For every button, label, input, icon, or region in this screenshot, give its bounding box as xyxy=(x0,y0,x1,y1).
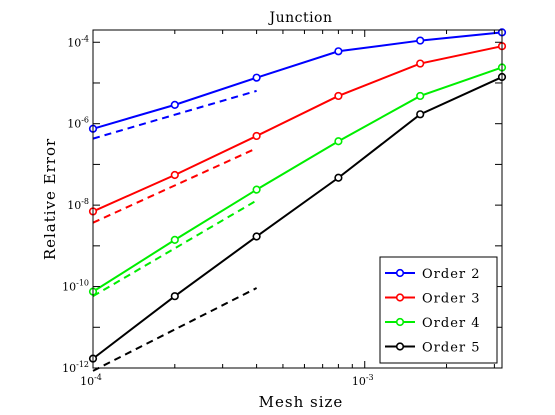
legend-label: Order 5 xyxy=(422,341,481,356)
axis-ticks xyxy=(92,30,502,369)
legend-label: Order 4 xyxy=(422,316,481,331)
y-tick-label: 10-4 xyxy=(67,34,89,49)
data-point xyxy=(170,100,179,109)
data-point xyxy=(252,185,261,194)
data-point xyxy=(334,91,343,101)
data-point xyxy=(170,292,179,301)
series-line xyxy=(92,31,503,130)
data-point xyxy=(416,59,425,68)
plot-frame xyxy=(92,29,503,369)
series-4 xyxy=(88,72,507,372)
legend-marker xyxy=(395,293,405,302)
series-1 xyxy=(88,28,507,140)
legend-marker xyxy=(395,342,405,351)
legend: Order 2 Order 3 Order 4 Order 5 xyxy=(379,256,498,364)
data-point xyxy=(334,47,343,56)
legend-label: Order 3 xyxy=(422,292,481,307)
reference-slope-line xyxy=(92,89,257,140)
data-point xyxy=(252,131,261,141)
data-point xyxy=(170,235,179,244)
series-line xyxy=(92,45,503,213)
data-point xyxy=(252,73,261,82)
x-tick-label: 10-3 xyxy=(352,373,374,388)
x-tick-label: 10-4 xyxy=(80,373,102,388)
legend-item: Order 2 xyxy=(385,267,481,282)
legend-item: Order 4 xyxy=(385,316,481,331)
legend-item: Order 5 xyxy=(385,341,481,356)
data-point xyxy=(334,173,343,182)
legend-marker xyxy=(395,317,405,327)
reference-slope-line xyxy=(92,287,258,372)
data-point xyxy=(416,91,425,101)
axis-tick-labels: 10-4 10-3 10-12 10-10 10-8 10-6 10-4 xyxy=(62,34,374,388)
legend-label: Order 2 xyxy=(422,267,481,282)
y-tick-label: 10-8 xyxy=(67,197,89,212)
data-point xyxy=(334,137,343,146)
data-point xyxy=(170,170,179,180)
legend-item: Order 3 xyxy=(385,292,481,307)
y-tick-label: 10-12 xyxy=(62,360,89,375)
x-axis-title: Mesh size xyxy=(259,393,344,411)
series-line xyxy=(92,76,503,360)
y-tick-label: 10-10 xyxy=(62,279,89,294)
y-axis-title: Relative Error xyxy=(41,138,59,260)
y-tick-label: 10-6 xyxy=(67,116,89,131)
data-point xyxy=(252,232,261,241)
reference-slope-line xyxy=(92,147,258,224)
reference-slope-line xyxy=(92,199,258,298)
data-point xyxy=(416,110,425,119)
series-2 xyxy=(88,42,507,224)
chart-title: Junction xyxy=(267,10,332,26)
data-point xyxy=(416,36,425,45)
legend-marker xyxy=(395,268,405,278)
series-line xyxy=(92,66,503,293)
plot-area xyxy=(88,28,507,372)
